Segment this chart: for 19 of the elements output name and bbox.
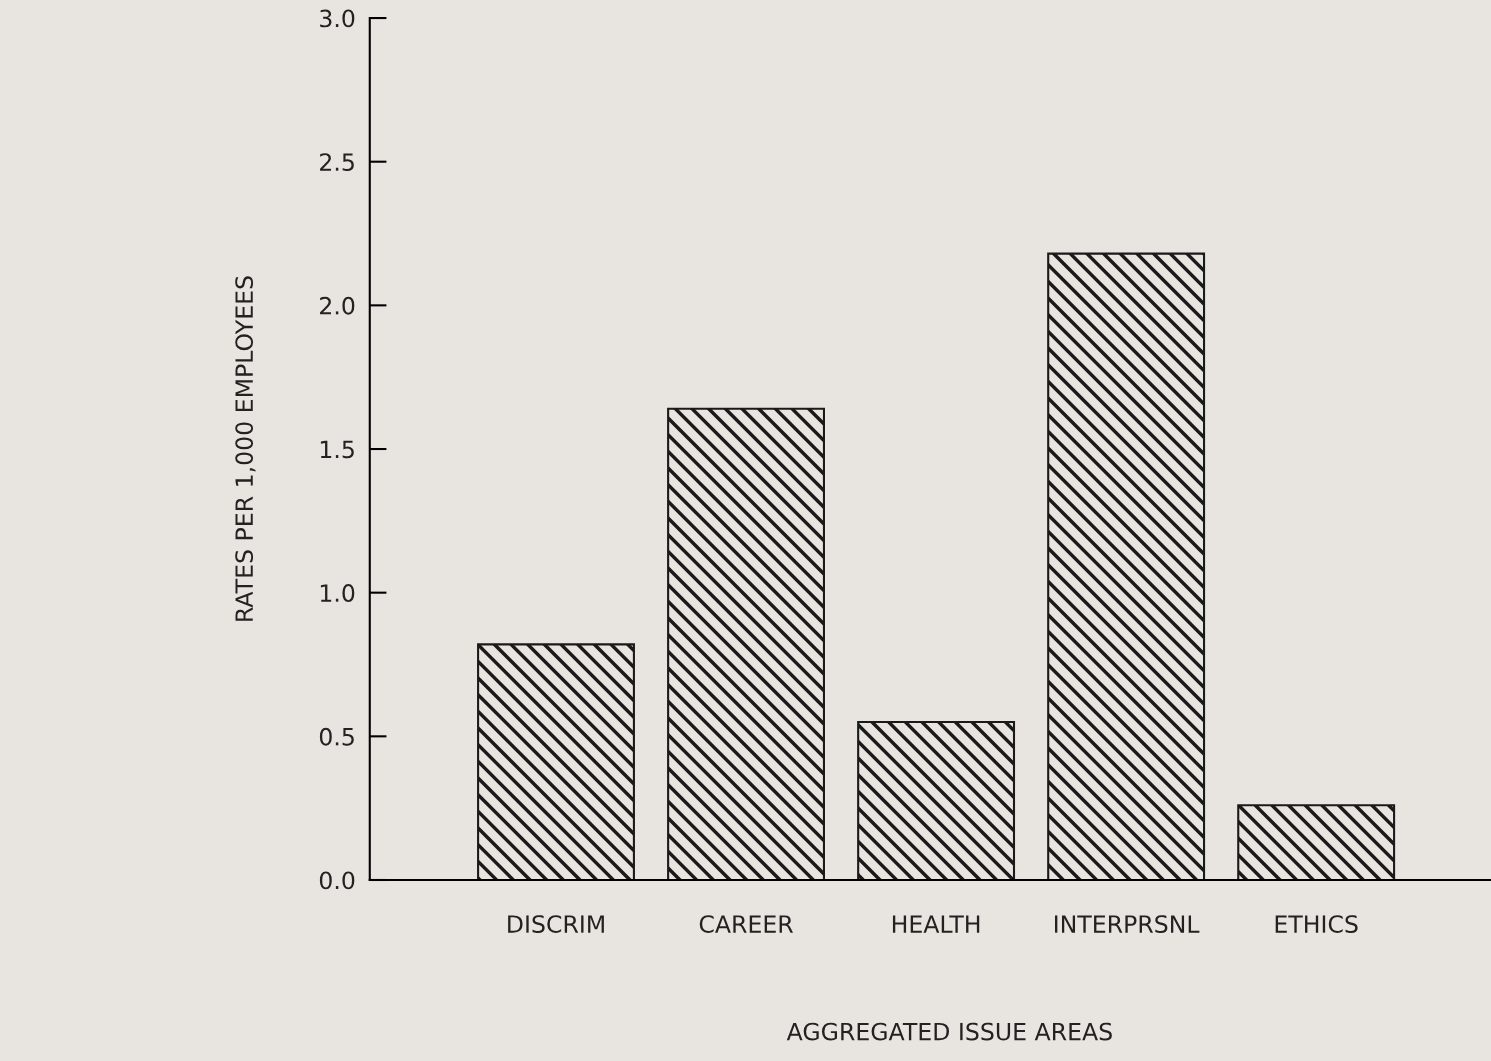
y-tick-label: 2.0	[320, 296, 355, 315]
y-tick-label: 1.0	[320, 584, 355, 602]
bar	[667, 407, 825, 880]
x-axis-title: AGGREGATED ISSUE AREAS	[786, 1022, 1112, 1041]
x-tick-label: ETHICS	[1275, 915, 1358, 933]
x-tick-label: HEALTH	[892, 915, 980, 933]
bar	[857, 720, 1016, 880]
bar	[477, 643, 635, 880]
y-tick-label: 3.0	[320, 9, 355, 28]
x-tick-label: INTERPRSNL	[1055, 915, 1200, 933]
y-tick-label: 2.5	[320, 153, 354, 171]
y-tick-label: 0.0	[319, 871, 355, 890]
y-tick-label: 0.5	[319, 727, 354, 746]
bar	[1047, 252, 1206, 880]
y-tick-label: 1.5	[320, 440, 354, 459]
bar	[1237, 804, 1396, 880]
y-axis-title: RATES PER 1,000 EMPLOYEES	[235, 276, 256, 621]
x-tick-label: DISCRIM	[508, 915, 604, 933]
x-tick-label: CAREER	[699, 915, 794, 933]
